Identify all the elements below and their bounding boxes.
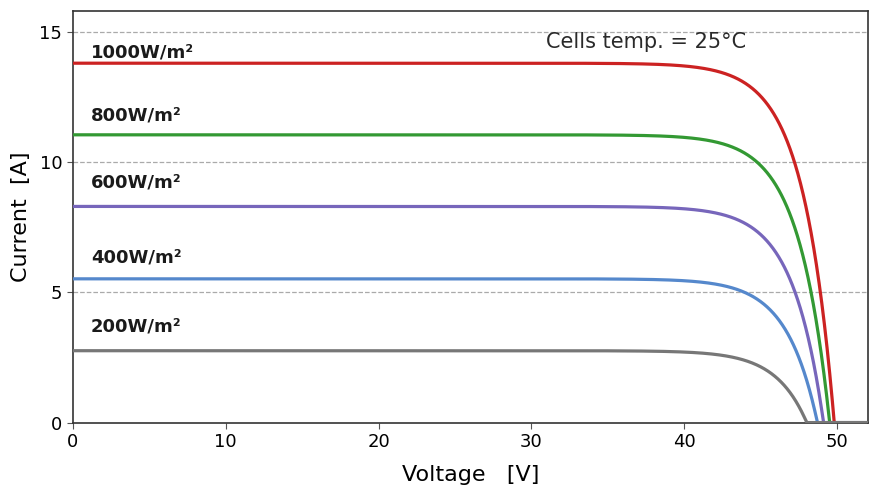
Text: 800W/m²: 800W/m² <box>91 106 182 124</box>
X-axis label: Voltage   [V]: Voltage [V] <box>401 465 538 485</box>
Text: 400W/m²: 400W/m² <box>91 248 182 266</box>
Text: 200W/m²: 200W/m² <box>91 317 182 335</box>
Text: 600W/m²: 600W/m² <box>91 174 182 192</box>
Y-axis label: Current  [A]: Current [A] <box>11 152 31 282</box>
Text: Cells temp. = 25°C: Cells temp. = 25°C <box>545 32 745 52</box>
Text: 1000W/m²: 1000W/m² <box>91 44 194 62</box>
